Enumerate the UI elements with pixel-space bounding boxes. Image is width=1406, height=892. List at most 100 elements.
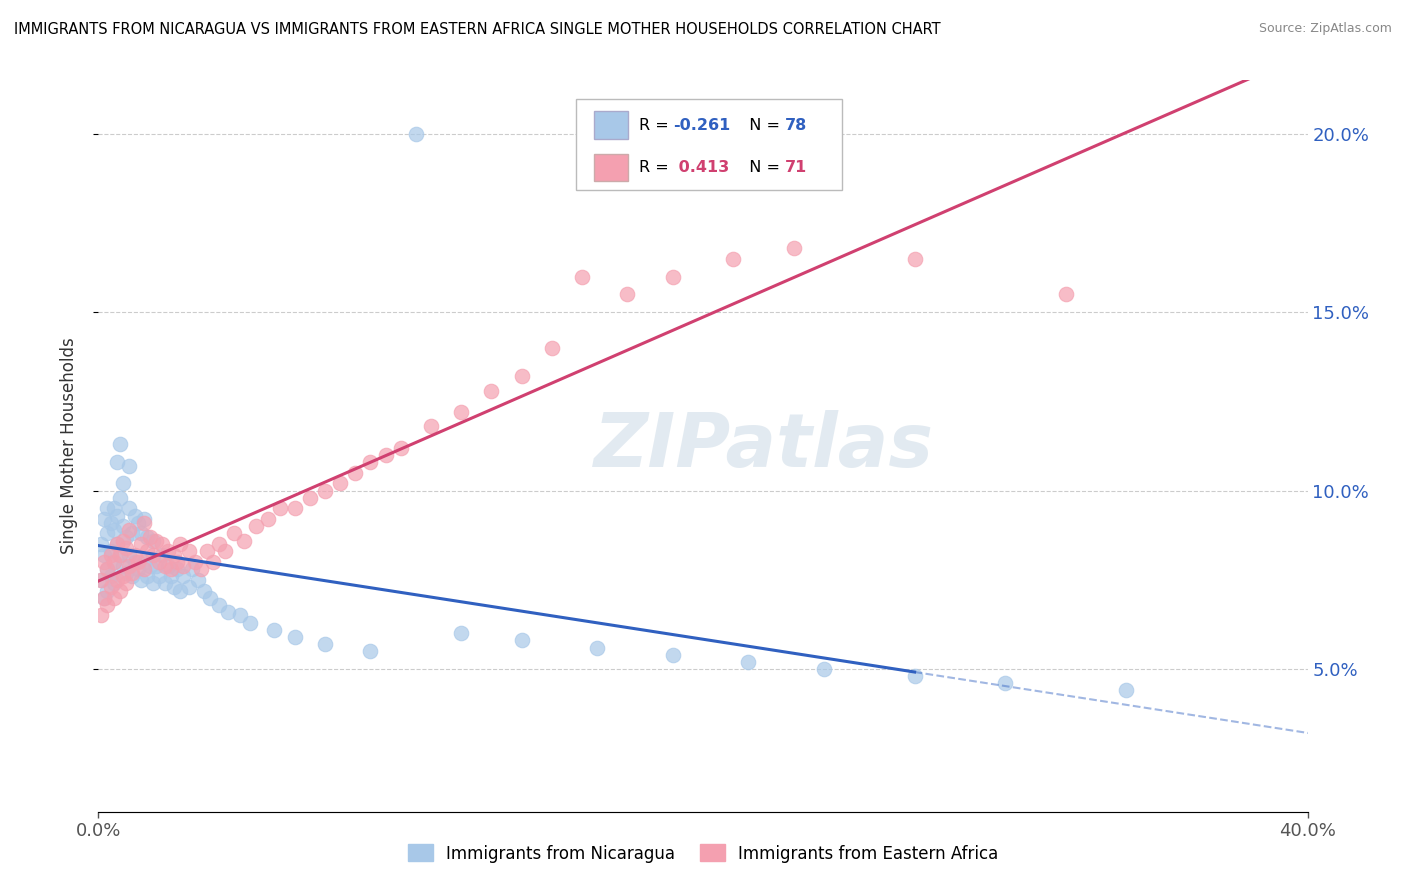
Point	[93, 591, 115, 605]
Point	[129, 537, 152, 551]
Point	[202, 555, 225, 569]
Point	[314, 637, 336, 651]
Point	[111, 558, 134, 573]
Point	[108, 548, 131, 562]
Point	[135, 530, 157, 544]
Point	[118, 458, 141, 473]
Point	[169, 583, 191, 598]
Point	[114, 541, 136, 555]
Point	[132, 562, 155, 576]
FancyBboxPatch shape	[576, 99, 842, 190]
Point	[145, 533, 167, 548]
Point	[166, 555, 188, 569]
Point	[263, 623, 285, 637]
Point	[114, 530, 136, 544]
Point	[148, 569, 170, 583]
Point	[737, 655, 759, 669]
Point	[269, 501, 291, 516]
Point	[661, 269, 683, 284]
Point	[179, 544, 201, 558]
Point	[111, 476, 134, 491]
Point	[160, 562, 183, 576]
Point	[195, 544, 218, 558]
Point	[481, 384, 503, 398]
Point	[96, 562, 118, 576]
Point	[224, 526, 246, 541]
Point	[118, 548, 141, 562]
Point	[114, 566, 136, 580]
Point	[121, 526, 143, 541]
Point	[420, 419, 443, 434]
Point	[114, 576, 136, 591]
Point	[124, 555, 146, 569]
Point	[284, 501, 307, 516]
Text: 0.413: 0.413	[673, 160, 730, 175]
Point	[100, 544, 122, 558]
Point	[132, 516, 155, 530]
Point	[135, 544, 157, 558]
Point	[163, 580, 186, 594]
Point	[360, 644, 382, 658]
Point	[100, 548, 122, 562]
Point	[284, 630, 307, 644]
Point	[450, 626, 472, 640]
Point	[111, 569, 134, 583]
Point	[103, 523, 125, 537]
Point	[166, 562, 188, 576]
Point	[181, 562, 204, 576]
Point	[127, 555, 149, 569]
Point	[586, 640, 609, 655]
Point	[90, 573, 112, 587]
Point	[450, 405, 472, 419]
Text: -0.261: -0.261	[673, 118, 730, 133]
Point	[105, 508, 128, 523]
Point	[510, 633, 533, 648]
Point	[616, 287, 638, 301]
Point	[142, 576, 165, 591]
Point	[105, 573, 128, 587]
Point	[93, 591, 115, 605]
Point	[127, 516, 149, 530]
Point	[374, 448, 396, 462]
Point	[100, 569, 122, 583]
Point	[118, 558, 141, 573]
Point	[105, 537, 128, 551]
Point	[132, 512, 155, 526]
Point	[96, 583, 118, 598]
Point	[135, 569, 157, 583]
Point	[329, 476, 352, 491]
Point	[96, 562, 118, 576]
Point	[540, 341, 562, 355]
Point	[229, 608, 252, 623]
Point	[103, 591, 125, 605]
Point	[103, 576, 125, 591]
Point	[142, 548, 165, 562]
FancyBboxPatch shape	[595, 112, 628, 139]
Text: IMMIGRANTS FROM NICARAGUA VS IMMIGRANTS FROM EASTERN AFRICA SINGLE MOTHER HOUSEH: IMMIGRANTS FROM NICARAGUA VS IMMIGRANTS …	[14, 22, 941, 37]
Point	[93, 555, 115, 569]
Point	[118, 523, 141, 537]
Point	[121, 569, 143, 583]
Y-axis label: Single Mother Households: Single Mother Households	[59, 338, 77, 554]
Point	[510, 369, 533, 384]
Point	[108, 491, 131, 505]
Point	[111, 533, 134, 548]
Point	[314, 483, 336, 498]
Point	[103, 501, 125, 516]
Text: ZIPatlas: ZIPatlas	[593, 409, 934, 483]
Point	[813, 662, 835, 676]
Point	[93, 512, 115, 526]
Point	[103, 555, 125, 569]
Point	[108, 437, 131, 451]
Point	[90, 608, 112, 623]
Point	[142, 533, 165, 548]
Text: 71: 71	[785, 160, 807, 175]
Point	[153, 558, 176, 573]
Point	[156, 544, 179, 558]
Legend: Immigrants from Nicaragua, Immigrants from Eastern Africa: Immigrants from Nicaragua, Immigrants fr…	[401, 838, 1005, 869]
Point	[150, 548, 173, 562]
Point	[193, 583, 215, 598]
Text: N =: N =	[740, 118, 786, 133]
Point	[108, 583, 131, 598]
Point	[208, 537, 231, 551]
